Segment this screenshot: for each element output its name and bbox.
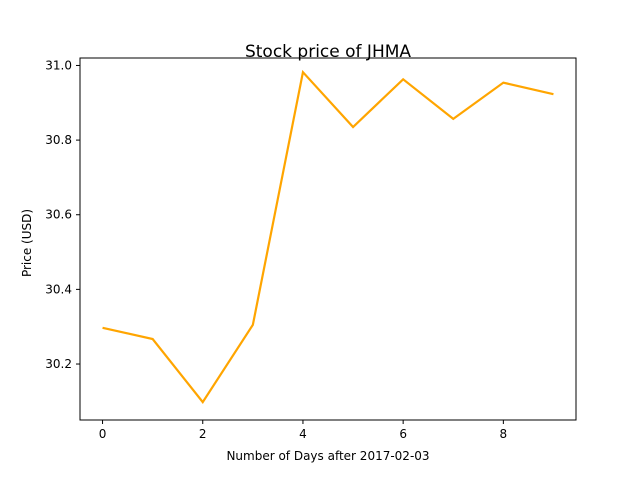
x-tick-label: 8: [500, 427, 508, 441]
y-tick-label: 30.4: [45, 282, 72, 296]
chart-title: Stock price of JHMA: [245, 42, 411, 62]
y-tick-label: 30.8: [45, 133, 72, 147]
y-axis: 30.2 30.4 30.6 30.8 31.0: [45, 58, 80, 371]
x-tick-label: 2: [199, 427, 207, 441]
plot-area: [102, 69, 554, 404]
y-tick-label: 31.0: [45, 58, 72, 72]
y-axis-label: Price (USD): [20, 209, 34, 277]
series-line: [102, 69, 554, 404]
x-tick-label: 6: [399, 427, 407, 441]
plot-frame: [79, 57, 577, 421]
x-axis-label: Number of Days after 2017-02-03: [226, 449, 429, 463]
x-axis: 0 2 4 6 8: [99, 420, 507, 441]
x-tick-label: 0: [99, 427, 107, 441]
y-tick-label: 30.2: [45, 357, 72, 371]
y-tick-label: 30.6: [45, 208, 72, 222]
x-tick-label: 4: [299, 427, 307, 441]
